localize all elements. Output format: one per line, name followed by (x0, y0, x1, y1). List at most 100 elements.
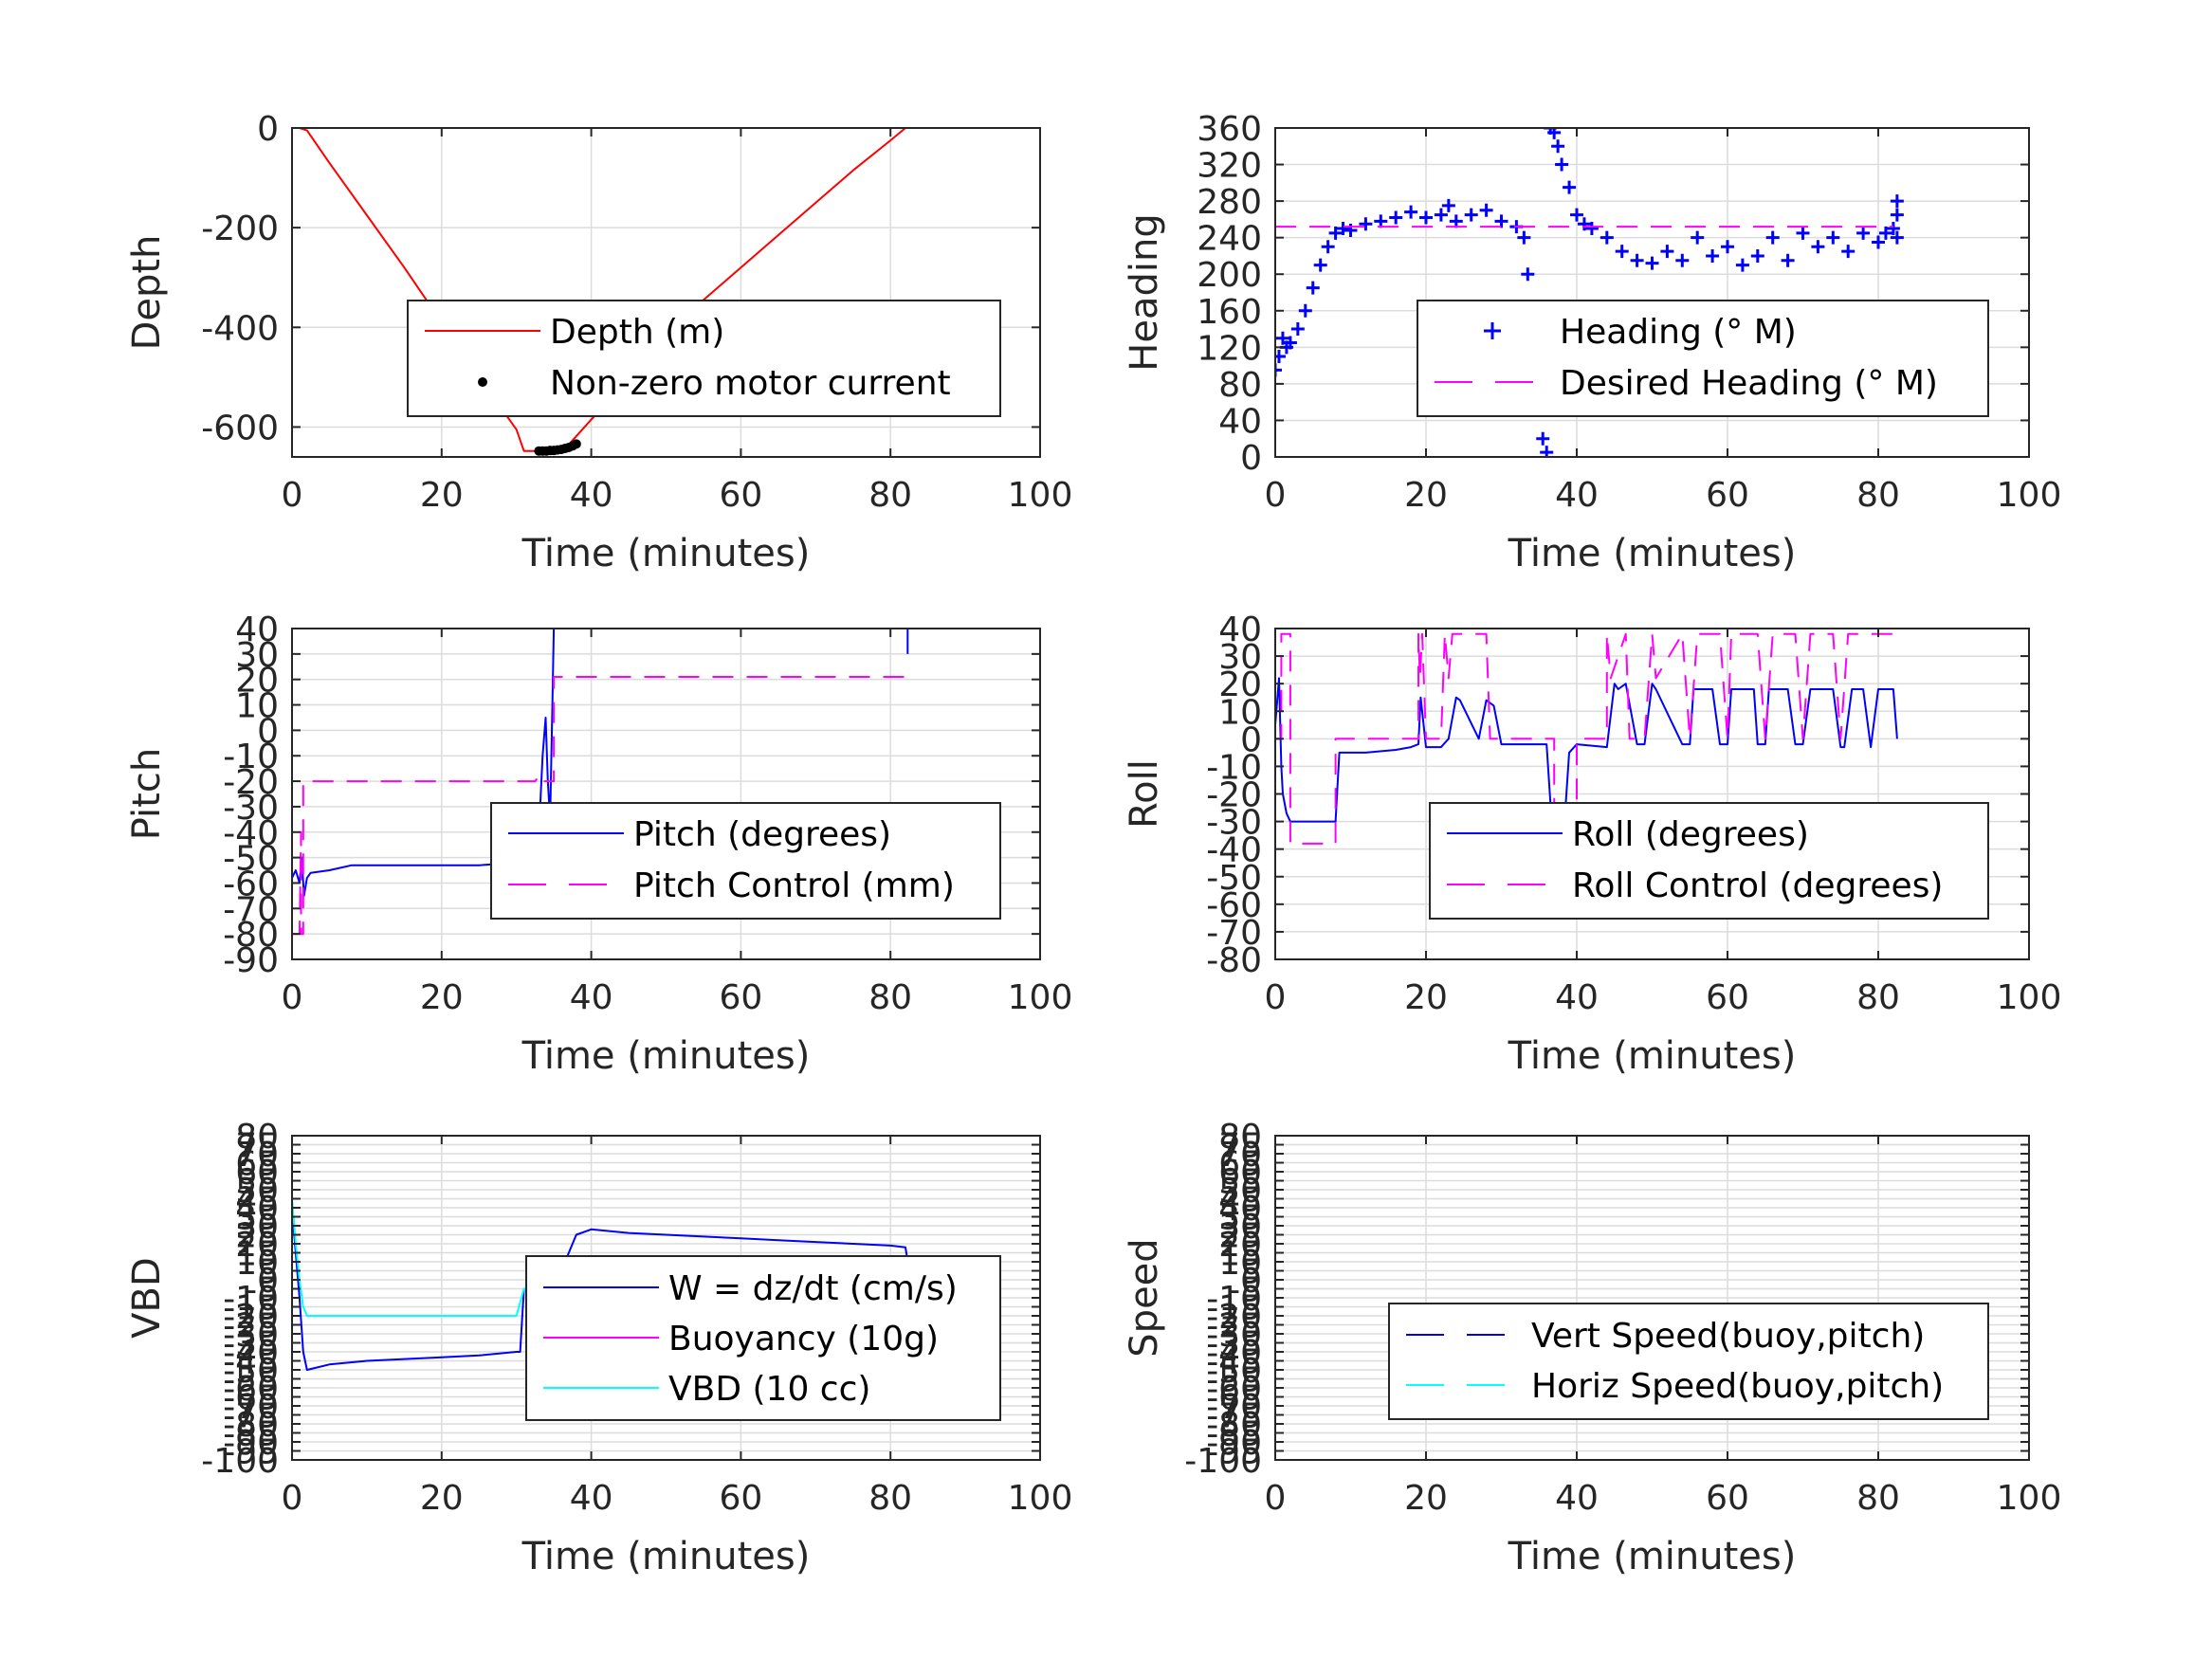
x-tick-label: 60 (719, 978, 762, 1017)
series-heading-0-point (1328, 226, 1343, 240)
series-heading-0-point (1630, 253, 1644, 267)
x-axis-label: Time (minutes) (1508, 1535, 1797, 1578)
y-tick-label: 10 (1218, 1244, 1262, 1283)
y-tick-label: -45 (223, 1343, 279, 1382)
series-group (1275, 128, 1904, 457)
legend-label: W = dz/dt (cm/s) (668, 1269, 958, 1308)
x-tick-label: 20 (1404, 1479, 1448, 1518)
x-tick-label: 80 (868, 978, 912, 1017)
series-heading-0-point (1551, 139, 1565, 154)
y-tick-label: -75 (1206, 1397, 1262, 1436)
series-heading-0-point (1374, 214, 1388, 228)
legend: Roll (degrees) Roll Control (degrees) (1429, 802, 1989, 920)
y-tick-label: -55 (223, 1361, 279, 1400)
y-tick-label: -80 (1206, 941, 1262, 980)
y-tick-label: -200 (201, 210, 279, 248)
y-tick-label: 25 (235, 1217, 279, 1256)
series-heading-0-point (1890, 230, 1904, 245)
x-tick-label: 20 (420, 1479, 464, 1518)
y-tick-label: 60 (1218, 1154, 1262, 1193)
legend-box (1388, 1303, 1989, 1420)
series-heading-0-point (1890, 208, 1904, 222)
y-tick-label: 75 (235, 1127, 279, 1166)
y-tick-label: -15 (223, 1289, 279, 1328)
x-tick-label: 100 (1008, 476, 1073, 515)
series-heading-0-point (1449, 214, 1463, 228)
x-axis-label: Time (minutes) (1508, 532, 1797, 575)
y-tick-label: -65 (223, 1379, 279, 1418)
series-heading-0-point (1517, 230, 1531, 245)
y-tick-label: -30 (223, 789, 279, 828)
y-axis-label: Heading (1123, 213, 1166, 371)
series-heading-0-point (1886, 222, 1900, 236)
x-tick-label: 60 (1706, 978, 1749, 1017)
y-tick-label: -10 (1206, 748, 1262, 787)
y-tick-label: 320 (1197, 147, 1262, 186)
series-heading-0-point (1600, 230, 1614, 245)
y-axis-label: Pitch (125, 748, 169, 840)
x-tick-label: 0 (1265, 476, 1287, 515)
x-tick-label: 100 (1008, 978, 1073, 1017)
y-tick-label: -95 (223, 1433, 279, 1472)
y-tick-label: -70 (223, 890, 279, 929)
x-tick-label: 100 (1997, 978, 2062, 1017)
series-heading-0-point (1359, 217, 1373, 231)
legend-box (490, 802, 1001, 920)
legend-swatch (478, 377, 487, 387)
y-tick-label: 50 (235, 1172, 279, 1211)
y-tick-label: 20 (235, 662, 279, 701)
x-tick-label: 60 (1706, 476, 1749, 515)
y-tick-label: -30 (1206, 804, 1262, 843)
y-tick-label: -20 (223, 763, 279, 802)
y-tick-label: 80 (1218, 366, 1262, 405)
y-axis-label: VBD (125, 1257, 169, 1339)
series-heading-0-point (1577, 217, 1591, 231)
legend: Pitch (degrees) Pitch Control (mm) (490, 802, 1001, 920)
y-tick-label: -90 (223, 941, 279, 980)
y-tick-label: -10 (1206, 1280, 1262, 1319)
legend: Heading (° M) Desired Heading (° M) (1417, 300, 1989, 417)
y-tick-label: -5 (245, 1271, 279, 1310)
series-heading-0-point (1283, 336, 1297, 350)
y-tick-label: -45 (1206, 1343, 1262, 1382)
series-heading-0-point (1872, 235, 1885, 249)
x-tick-label: 60 (719, 1479, 762, 1518)
series-heading-0-point (1570, 208, 1583, 222)
y-tick-label: -80 (1206, 1406, 1262, 1445)
x-tick-label: 0 (282, 476, 303, 515)
chart-depth: 0 20 40 60 80 100 0 -200 -400 -600 Time (minutes) D… (125, 110, 1072, 575)
series-heading-0-point (1306, 281, 1320, 295)
series-heading-0-point (1464, 208, 1478, 222)
series-heading-0-point (1494, 214, 1508, 228)
series-heading-0-point (1275, 331, 1289, 345)
series-heading-0-point (1441, 198, 1455, 212)
y-tick-label: 20 (1218, 1226, 1262, 1265)
y-axis-label: Depth (125, 235, 169, 351)
y-tick-label: 65 (235, 1145, 279, 1184)
x-tick-label: 80 (1856, 978, 1900, 1017)
x-tick-label: 40 (1555, 1479, 1599, 1518)
legend-label: Buoyancy (10g) (668, 1320, 939, 1358)
y-tick-label: -40 (1206, 1334, 1262, 1373)
y-tick-label: -25 (223, 1307, 279, 1346)
y-tick-label: 0 (1240, 1262, 1262, 1301)
y-tick-label: 120 (1197, 329, 1262, 368)
legend-label: VBD (10 cc) (668, 1370, 870, 1409)
chart-heading: 0 20 40 60 80 10004080120160200240280320360Ti… (1123, 110, 2061, 575)
y-tick-label: -50 (1206, 859, 1262, 898)
legend-label: Desired Heading (° M) (1560, 364, 1938, 403)
legend-label: Roll Control (degrees) (1572, 866, 1943, 905)
y-tick-label: 15 (1218, 1235, 1262, 1274)
x-axis-label: Time (minutes) (521, 1535, 811, 1578)
x-tick-label: 80 (868, 476, 912, 515)
y-tick-label: 55 (1218, 1163, 1262, 1202)
y-tick-label: 40 (1218, 1190, 1262, 1229)
series-heading-0-point (1796, 226, 1810, 240)
y-tick-label: -25 (1206, 1307, 1262, 1346)
series-heading-0-point (1890, 194, 1904, 209)
x-tick-label: 40 (570, 978, 613, 1017)
y-tick-label: -100 (1184, 1442, 1262, 1481)
y-tick-label: -20 (223, 1298, 279, 1337)
series-heading-0-point (1691, 230, 1705, 245)
